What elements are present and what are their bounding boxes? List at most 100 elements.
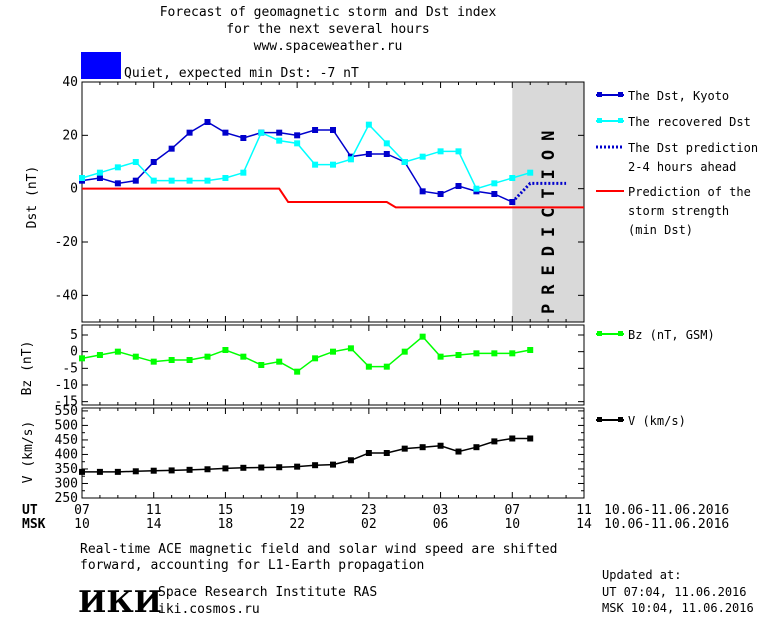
y-tick-label: 250 — [55, 491, 78, 506]
msk-tick-label: 14 — [146, 517, 162, 532]
data-point-bz-nt-gsm — [330, 348, 336, 355]
data-point-v-km-s — [401, 445, 408, 452]
data-point-the-dst-kyoto — [330, 127, 336, 133]
updated-label: Updated at: — [602, 568, 681, 582]
data-point-bz-nt-gsm — [473, 350, 480, 357]
data-point-bz-nt-gsm — [365, 363, 372, 370]
data-point-the-dst-kyoto — [419, 188, 426, 195]
data-point-the-dst-kyoto — [294, 132, 301, 139]
y-tick-label: 0 — [70, 345, 78, 360]
msk-tick-label: 06 — [433, 517, 449, 532]
legend-label-storm-strength-line-3: (min Dst) — [628, 223, 693, 237]
panel-frame — [81, 407, 585, 499]
legend-label-bz: Bz (nT, GSM) — [628, 328, 715, 342]
data-point-v-km-s — [437, 442, 444, 449]
legend-item-bz: Bz (nT, GSM) — [596, 328, 715, 342]
data-point-the-recovered-dst — [312, 161, 319, 168]
legend-label-storm-strength-line-2: storm strength — [628, 204, 729, 218]
data-point-the-dst-kyoto — [455, 183, 462, 189]
data-point-bz-nt-gsm — [527, 347, 534, 353]
data-point-bz-nt-gsm — [383, 363, 390, 370]
data-point-the-dst-kyoto — [132, 177, 139, 184]
msk-tick-label: 18 — [218, 517, 234, 532]
status-color-swatch — [81, 52, 121, 79]
legend-label-storm-strength-line-1: Prediction of the — [628, 185, 751, 199]
data-point-the-dst-kyoto — [437, 191, 444, 197]
data-point-v-km-s — [222, 465, 229, 472]
data-point-v-km-s — [312, 462, 319, 469]
data-point-the-recovered-dst — [491, 180, 498, 187]
data-point-bz-nt-gsm — [114, 348, 121, 355]
data-point-the-dst-kyoto — [312, 127, 319, 133]
legend-label-speed: V (km/s) — [628, 414, 686, 428]
dst-y-axis-label: Dst (nT) — [25, 166, 40, 229]
data-point-the-recovered-dst — [383, 140, 390, 147]
data-point-bz-nt-gsm — [312, 355, 319, 362]
data-point-the-recovered-dst — [222, 175, 229, 181]
data-point-bz-nt-gsm — [132, 353, 139, 360]
y-tick-label: -10 — [55, 378, 78, 393]
data-point-the-recovered-dst — [168, 177, 175, 184]
data-point-v-km-s — [365, 450, 372, 456]
data-point-v-km-s — [240, 464, 247, 471]
data-point-the-dst-kyoto — [204, 119, 211, 125]
data-point-v-km-s — [276, 464, 283, 471]
legend-item-recovered-dst: The recovered Dst — [596, 115, 751, 129]
data-point-the-recovered-dst — [258, 129, 265, 136]
data-point-v-km-s — [168, 467, 175, 474]
y-tick-label: 400 — [55, 447, 78, 462]
ut-tick-label: 11 — [576, 503, 592, 518]
legend-label-dst-prediction-line-2: 2-4 hours ahead — [628, 160, 736, 174]
updated-ut: UT 07:04, 11.06.2016 — [602, 585, 747, 599]
series-the-dst-prediction — [511, 181, 567, 204]
y-tick-label: -5 — [62, 361, 78, 376]
data-point-bz-nt-gsm — [204, 353, 211, 360]
ut-tick-label: 11 — [146, 503, 162, 518]
data-point-the-dst-kyoto — [491, 191, 498, 197]
data-point-the-recovered-dst — [79, 175, 85, 181]
data-point-bz-nt-gsm — [258, 362, 265, 368]
footer-note-line2: forward, accounting for L1-Earth propaga… — [80, 558, 424, 573]
msk-tick-label: 02 — [361, 517, 377, 532]
legend-item-dst-kyoto: The Dst, Kyoto — [596, 89, 729, 103]
data-point-the-recovered-dst — [150, 177, 157, 184]
data-point-bz-nt-gsm — [168, 357, 175, 363]
data-point-the-recovered-dst — [204, 177, 211, 184]
data-point-the-recovered-dst — [509, 175, 516, 181]
data-point-v-km-s — [473, 444, 480, 451]
prediction-zone-label: PREDICTION — [539, 122, 559, 314]
msk-tick-label: 22 — [289, 517, 305, 532]
website-link[interactable]: www.spaceweather.ru — [254, 39, 403, 54]
data-point-the-dst-kyoto — [240, 135, 247, 141]
data-point-v-km-s — [79, 468, 85, 475]
data-point-the-recovered-dst — [330, 161, 336, 168]
data-point-bz-nt-gsm — [150, 358, 157, 365]
data-point-the-recovered-dst — [401, 159, 408, 165]
data-point-bz-nt-gsm — [294, 368, 301, 375]
series-bz-nt-gsm — [81, 335, 531, 373]
data-point-bz-nt-gsm — [96, 352, 103, 358]
ut-tick-label: 15 — [218, 503, 234, 518]
ut-axis-label: UT — [22, 503, 38, 518]
data-point-the-recovered-dst — [186, 177, 193, 184]
y-tick-label: 450 — [55, 433, 78, 448]
iki-logo: ИКИ — [78, 585, 162, 620]
data-point-the-recovered-dst — [294, 140, 301, 147]
data-point-bz-nt-gsm — [455, 352, 462, 358]
ut-tick-label: 07 — [74, 503, 90, 518]
y-tick-label: 5 — [70, 328, 78, 343]
data-point-the-recovered-dst — [132, 159, 139, 165]
footer-note-line1: Real-time ACE magnetic field and solar w… — [80, 542, 557, 557]
updated-msk: MSK 10:04, 11.06.2016 — [602, 601, 754, 615]
org-site-link[interactable]: iki.cosmos.ru — [158, 602, 260, 617]
data-point-bz-nt-gsm — [79, 355, 85, 362]
msk-axis-label: MSK — [22, 517, 46, 532]
panel-frame — [81, 324, 585, 406]
data-point-bz-nt-gsm — [491, 350, 498, 357]
data-point-v-km-s — [419, 444, 426, 451]
data-point-the-dst-kyoto — [186, 129, 193, 136]
data-point-the-dst-kyoto — [365, 151, 372, 157]
y-tick-label: 0 — [70, 182, 78, 197]
data-point-the-recovered-dst — [419, 153, 426, 160]
org-name: Space Research Institute RAS — [158, 585, 377, 600]
